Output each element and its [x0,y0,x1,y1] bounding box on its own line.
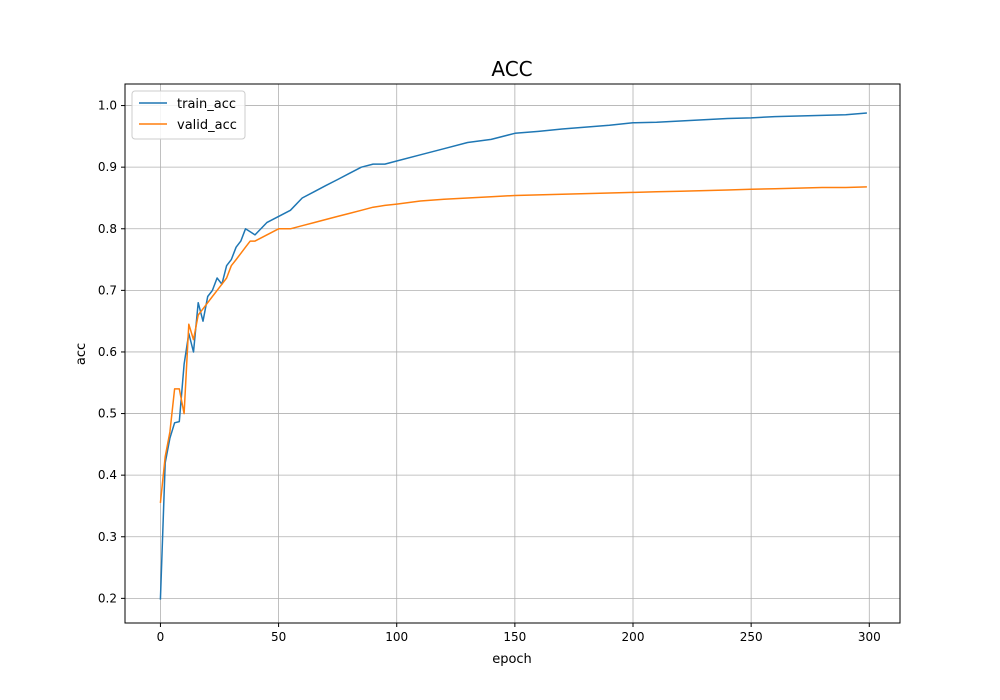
y-tick-label: 0.7 [98,283,117,297]
series-line-valid-acc [159,186,867,503]
y-tick-label: 0.9 [98,160,117,174]
y-tick-label: 0.5 [98,407,117,421]
y-axis: 0.2 0.3 0.4 0.5 0.6 0.7 0.8 0.9 1.0 [98,99,125,605]
x-tick-label: 300 [858,630,881,644]
x-tick-label: 100 [385,630,408,644]
legend: train_acc valid_acc [131,90,246,140]
x-tick-label: 150 [503,630,526,644]
plot-area [124,83,901,624]
y-tick-label: 0.2 [98,591,117,605]
chart-title: ACC [491,57,532,81]
y-tick-label: 0.3 [98,530,117,544]
x-axis-label: epoch [492,652,532,667]
y-tick-label: 0.8 [98,222,117,236]
x-tick-label: 50 [271,630,286,644]
y-tick-label: 0.6 [98,345,117,359]
grid-layer [125,84,900,623]
legend-label-valid-acc: valid_acc [177,118,237,133]
series-layer [159,112,867,600]
y-tick-label: 0.4 [98,468,117,482]
legend-label-train-acc: train_acc [177,97,236,112]
y-tick-label: 1.0 [98,99,117,113]
x-tick-label: 250 [740,630,763,644]
series-line-train-acc [159,112,867,600]
y-axis-label: acc [74,343,89,365]
x-axis: 0 50 100 150 200 250 300 [157,623,881,644]
x-tick-label: 200 [622,630,645,644]
x-tick-label: 0 [157,630,165,644]
